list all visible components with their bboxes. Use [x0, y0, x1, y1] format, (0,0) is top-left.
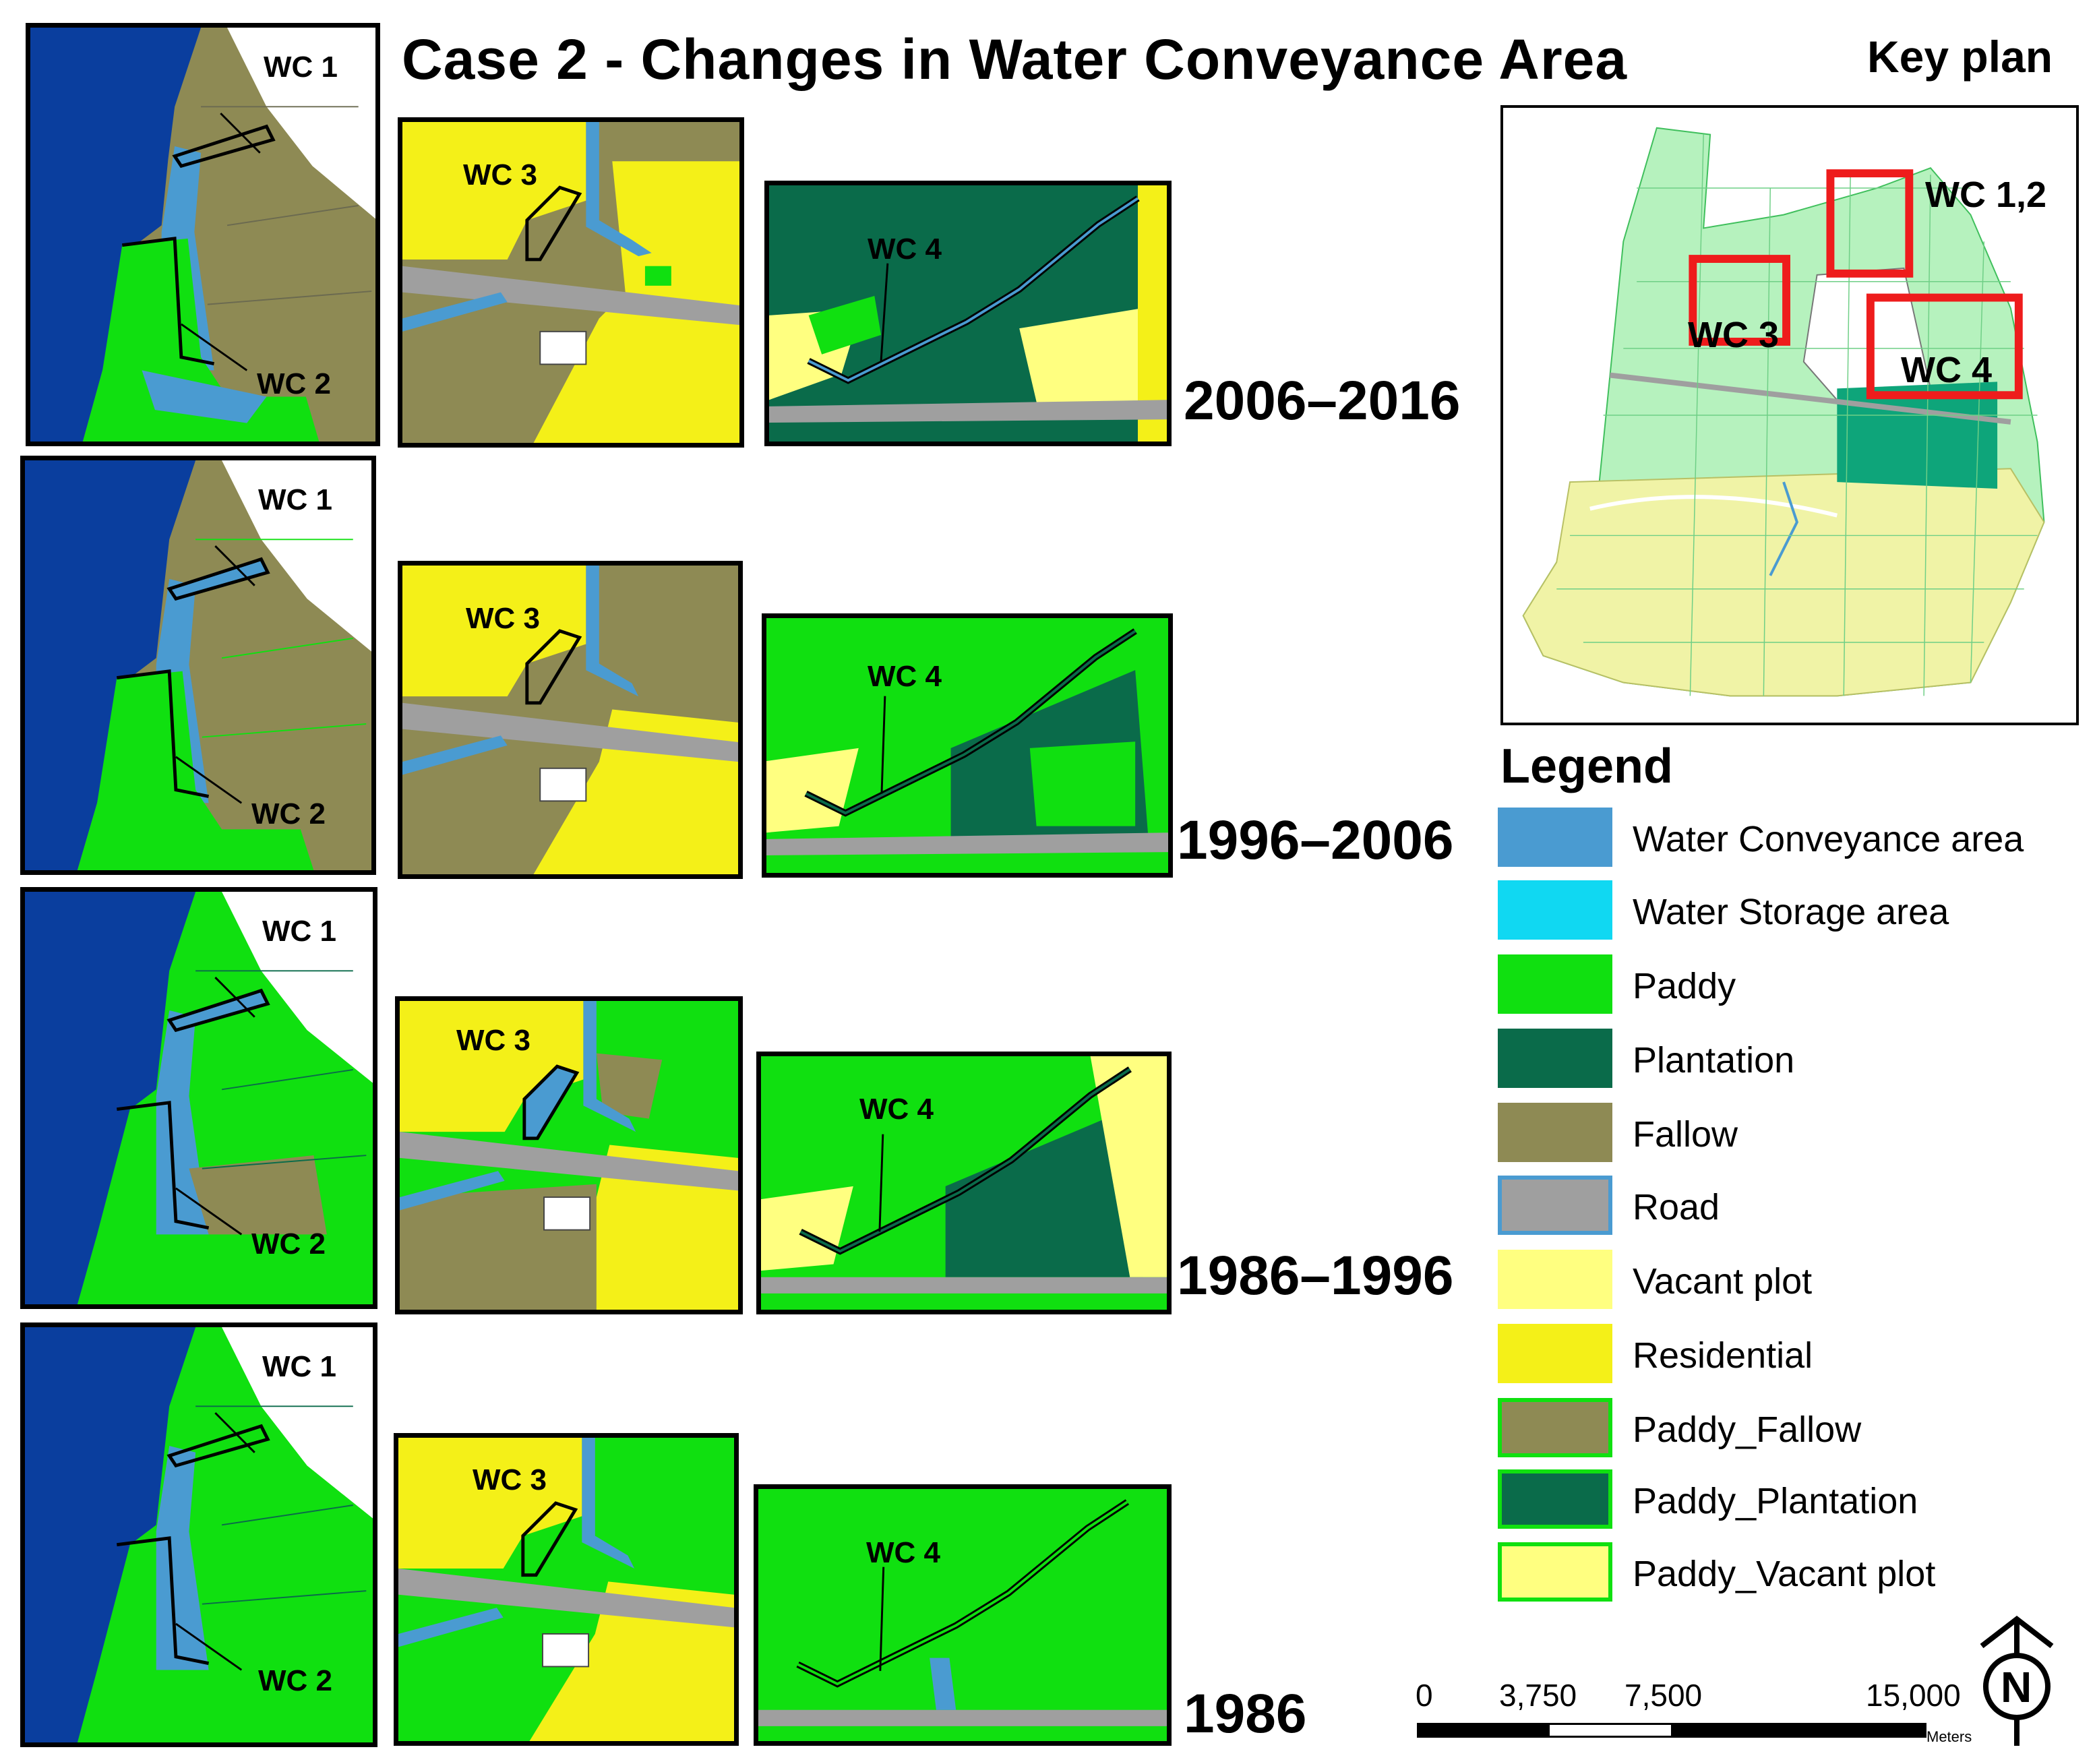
- key-plan-svg: [1522, 127, 2045, 697]
- legend-label: Residential: [1633, 1335, 1813, 1376]
- legend-swatch: [1498, 1398, 1612, 1457]
- wc3-label: WC 3: [463, 158, 537, 191]
- wc12-map-1986-1996: [25, 892, 373, 1304]
- scale-tick-2: 7,500: [1625, 1678, 1703, 1713]
- wc12-map-1986: [25, 1327, 373, 1742]
- wc1-label: WC 1: [258, 483, 332, 516]
- key-plan-wc3-label: WC 3: [1688, 315, 1779, 355]
- key-plan-title: Key plan: [1867, 32, 2053, 82]
- wc12-panel-2006-2016: WC 1 WC 2: [26, 23, 380, 446]
- wc2-label: WC 2: [251, 797, 326, 830]
- wc3-map-2006-2016: [402, 122, 739, 443]
- wc4-map-2006-2016: [769, 185, 1167, 442]
- period-label-1: 2006–2016: [1184, 370, 1461, 431]
- legend-label: Paddy: [1633, 966, 1736, 1006]
- legend-item: Paddy_Vacant plot: [1498, 1542, 2091, 1606]
- legend-item: Paddy: [1498, 954, 2091, 1018]
- legend-swatch: [1498, 1029, 1612, 1088]
- legend-item: Plantation: [1498, 1029, 2091, 1092]
- wc2-label: WC 2: [251, 1227, 326, 1260]
- legend-label: Water Conveyance area: [1633, 819, 2024, 859]
- wc4-panel-2006-2016: WC 4: [764, 181, 1172, 446]
- legend-swatch: [1498, 1103, 1612, 1162]
- legend-swatch: [1498, 1542, 1612, 1602]
- legend-label: Plantation: [1633, 1040, 1795, 1081]
- legend-swatch: [1498, 1250, 1612, 1309]
- wc4-panel-1986: WC 4: [754, 1484, 1172, 1746]
- wc3-label: WC 3: [473, 1463, 547, 1496]
- scale-bar: 0 3,750 7,500 15,000 Meters: [1416, 1677, 1972, 1745]
- scale-tick-0: 0: [1416, 1678, 1433, 1713]
- legend-title: Legend: [1500, 739, 1674, 793]
- wc3-map-1986-1996: [400, 1001, 738, 1310]
- wc1-label: WC 1: [262, 1350, 336, 1383]
- wc4-label: WC 4: [866, 1536, 940, 1569]
- wc2-label: WC 2: [257, 367, 331, 400]
- wc4-panel-1996-2006: WC 4: [762, 613, 1173, 878]
- north-arrow-icon: [1980, 1615, 2054, 1746]
- legend-swatch: [1498, 1176, 1612, 1235]
- wc12-panel-1996-2006: WC 1 WC 2: [20, 456, 376, 875]
- wc4-label: WC 4: [859, 1093, 934, 1126]
- legend-item: Residential: [1498, 1324, 2091, 1387]
- wc3-panel-2006-2016: WC 3: [398, 117, 744, 448]
- wc12-panel-1986-1996: WC 1 WC 2: [20, 887, 377, 1309]
- period-label-4: 1986: [1184, 1683, 1307, 1744]
- map-title: Case 2 - Changes in Water Conveyance Are…: [402, 28, 1628, 91]
- wc2-label: WC 2: [258, 1664, 332, 1697]
- scale-segment-2: [1548, 1723, 1673, 1738]
- key-plan-wc12-label: WC 1,2: [1925, 175, 2047, 215]
- legend-item: Paddy_Plantation: [1498, 1469, 2091, 1533]
- legend-item: Fallow: [1498, 1103, 2091, 1166]
- wc3-panel-1986-1996: WC 3: [395, 996, 743, 1314]
- legend-label: Fallow: [1633, 1114, 1738, 1155]
- legend-swatch: [1498, 1324, 1612, 1383]
- legend-label: Water Storage area: [1633, 892, 1949, 932]
- wc4-label: WC 4: [868, 660, 942, 693]
- wc3-map-1996-2006: [402, 566, 738, 874]
- key-plan-map: WC 1,2 WC 3 WC 4: [1500, 105, 2079, 725]
- legend-label: Paddy_Fallow: [1633, 1409, 1862, 1450]
- scale-units: Meters: [1926, 1728, 1972, 1745]
- scale-tick-3: 15,000: [1866, 1678, 1961, 1713]
- wc4-map-1986-1996: [761, 1056, 1167, 1310]
- legend-item: Vacant plot: [1498, 1250, 2091, 1313]
- wc4-label: WC 4: [868, 233, 942, 266]
- wc3-label: WC 3: [456, 1024, 530, 1057]
- wc3-panel-1986: WC 3: [394, 1433, 739, 1746]
- north-label: N: [2001, 1663, 2032, 1711]
- legend-item: Paddy_Fallow: [1498, 1398, 2091, 1461]
- wc12-map-1996-2006: [25, 460, 371, 870]
- legend-item: Water Conveyance area: [1498, 808, 2091, 871]
- legend-item: Water Storage area: [1498, 880, 2091, 944]
- legend-label: Vacant plot: [1633, 1261, 1813, 1302]
- scale-tick-1: 3,750: [1499, 1678, 1577, 1713]
- north-arrow: N: [1976, 1614, 2057, 1748]
- legend-label: Paddy_Vacant plot: [1633, 1554, 1936, 1594]
- wc12-panel-1986: WC 1 WC 2: [20, 1322, 377, 1747]
- wc3-label: WC 3: [466, 602, 540, 635]
- wc1-label: WC 1: [262, 915, 336, 948]
- wc4-map-1986: [758, 1489, 1167, 1741]
- legend-label: Paddy_Plantation: [1633, 1481, 1918, 1521]
- key-plan-wc4-label: WC 4: [1901, 350, 1992, 390]
- period-label-2: 1996–2006: [1177, 810, 1454, 871]
- scale-segment-3: [1672, 1723, 1926, 1738]
- legend-swatch: [1498, 880, 1612, 940]
- legend-item: Road: [1498, 1176, 2091, 1239]
- legend-swatch: [1498, 954, 1612, 1014]
- wc4-panel-1986-1996: WC 4: [756, 1052, 1172, 1314]
- wc3-map-1986: [398, 1438, 734, 1741]
- period-label-3: 1986–1996: [1177, 1245, 1454, 1306]
- wc12-map-2006-2016: [30, 28, 375, 442]
- wc1-label: WC 1: [264, 51, 338, 84]
- scale-segment-1: [1417, 1723, 1549, 1738]
- legend-swatch: [1498, 1469, 1612, 1529]
- wc3-panel-1996-2006: WC 3: [398, 561, 743, 879]
- legend-label: Road: [1633, 1187, 1720, 1227]
- wc4-map-1996-2006: [766, 618, 1168, 873]
- legend-swatch: [1498, 808, 1612, 867]
